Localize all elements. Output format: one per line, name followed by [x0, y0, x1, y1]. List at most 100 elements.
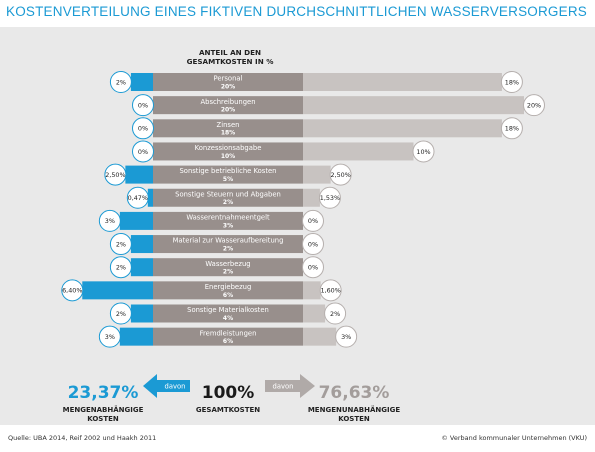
- chart-panel: ANTEIL AN DEN GESAMTKOSTEN IN % Personal 2…: [0, 27, 595, 425]
- value-circle-right: [302, 233, 324, 256]
- bar-mengenunabhaengig: [303, 96, 524, 115]
- value-circle-right: [335, 325, 358, 348]
- total-label: 20%: [221, 83, 235, 90]
- category-label: Wasserentnahmeentgelt: [186, 214, 270, 222]
- value-circle-left: [98, 325, 121, 348]
- value-circle-right: [412, 140, 435, 163]
- bar-center: [153, 327, 303, 346]
- value-label-left: 2%: [116, 264, 126, 272]
- arrow-right: [265, 374, 315, 398]
- value-label-right: 0%: [308, 240, 318, 248]
- value-circle-right: [324, 302, 347, 325]
- category-label: Sonstige Materialkosten: [187, 306, 269, 314]
- bar-center: [153, 165, 303, 184]
- arrow-left-label: davon: [165, 383, 186, 391]
- header-line-2: GESAMTKOSTEN IN %: [187, 57, 274, 66]
- bar-center: [153, 188, 303, 207]
- header-line-1: ANTEIL AN DEN: [199, 48, 261, 57]
- bar-center: [153, 304, 303, 323]
- value-circle-right: [319, 279, 342, 302]
- bar-mengenunabhaengig: [303, 327, 337, 346]
- value-circle-left: [109, 233, 132, 256]
- value-circle-left: [132, 117, 154, 140]
- value-label-right: 0%: [308, 217, 318, 225]
- total-label: 4%: [223, 315, 233, 322]
- bar-mengenunabhaengig: [303, 165, 331, 184]
- total-label: 18%: [221, 130, 235, 137]
- arrow-right-label: davon: [273, 383, 294, 391]
- value-label-right: 2%: [330, 310, 340, 318]
- total-label: 10%: [221, 153, 235, 160]
- value-label-right: 18%: [505, 78, 519, 86]
- value-label-left: 2,50%: [105, 171, 125, 179]
- footer: Quelle: UBA 2014, Reif 2002 und Haakh 20…: [0, 425, 595, 452]
- value-circle-left: [132, 140, 154, 163]
- value-label-left: 3%: [105, 333, 115, 341]
- bar-mengenabhaengig: [82, 281, 153, 300]
- value-label-left: 0%: [138, 125, 148, 133]
- summary-center-label: GESAMTKOSTEN: [196, 406, 260, 414]
- value-circle-left: [126, 186, 149, 209]
- category-label: Zinsen: [217, 121, 240, 129]
- bar-mengenabhaengig: [119, 327, 153, 346]
- total-label: 5%: [223, 176, 233, 183]
- total-label: 2%: [223, 245, 233, 252]
- value-label-right: 1,60%: [321, 287, 341, 295]
- summary-section: davon davon23,37%MENGENABHÄNGIGEKOSTEN100…: [63, 374, 400, 423]
- value-circle-right: [302, 209, 324, 232]
- chart-title: KOSTENVERTEILUNG EINES FIKTIVEN DURCHSCH…: [6, 4, 587, 19]
- value-label-left: 3%: [105, 217, 115, 225]
- value-circle-right: [302, 256, 324, 279]
- value-label-left: 0%: [138, 148, 148, 156]
- category-label: Fremdleistungen: [200, 329, 257, 337]
- value-label-left: 0%: [138, 101, 148, 109]
- value-label-left: 2%: [116, 310, 126, 318]
- copyright-text: © Verband kommunaler Unternehmen (VKU): [441, 434, 587, 442]
- value-label-left: 2%: [116, 78, 126, 86]
- summary-left-label-1: MENGENABHÄNGIGE: [63, 405, 144, 414]
- bar-mengenunabhaengig: [303, 73, 502, 91]
- value-circle-right: [500, 117, 523, 140]
- value-label-right: 20%: [527, 101, 541, 109]
- category-label: Energiebezug: [205, 283, 252, 291]
- value-circle-right: [500, 71, 523, 93]
- bar-mengenunabhaengig: [303, 119, 502, 138]
- value-circle-right: [329, 163, 352, 186]
- category-label: Material zur Wasseraufbereitung: [173, 237, 284, 245]
- value-circle-left: [61, 279, 84, 302]
- bar-center: [153, 211, 303, 230]
- value-label-right: 18%: [505, 125, 519, 133]
- arrow-left: [143, 374, 190, 398]
- value-label-left: 0,47%: [128, 194, 148, 202]
- value-label-left: 2%: [116, 240, 126, 248]
- value-label-left: 6,40%: [62, 287, 82, 295]
- value-circle-left: [109, 71, 132, 93]
- category-label: Personal: [214, 75, 243, 83]
- summary-center-value: 100%: [202, 383, 255, 403]
- bar-mengenabhaengig: [147, 188, 153, 207]
- value-label-right: 2,50%: [330, 171, 350, 179]
- bar-center: [153, 73, 303, 91]
- summary-left-label-2: KOSTEN: [87, 415, 119, 423]
- summary-right-label-2: KOSTEN: [338, 415, 370, 423]
- category-label: Wasserbezug: [205, 260, 250, 268]
- bar-mengenabhaengig: [130, 235, 153, 254]
- bar-mengenabhaengig: [130, 73, 153, 91]
- value-label-right: 3%: [341, 333, 351, 341]
- bar-center: [153, 119, 303, 138]
- value-label-right: 1,53%: [320, 194, 340, 202]
- value-circle-left: [132, 94, 154, 117]
- total-label: 2%: [223, 269, 233, 276]
- bar-mengenabhaengig: [130, 304, 153, 323]
- bar-center: [153, 142, 303, 161]
- source-text: Quelle: UBA 2014, Reif 2002 und Haakh 20…: [8, 434, 157, 442]
